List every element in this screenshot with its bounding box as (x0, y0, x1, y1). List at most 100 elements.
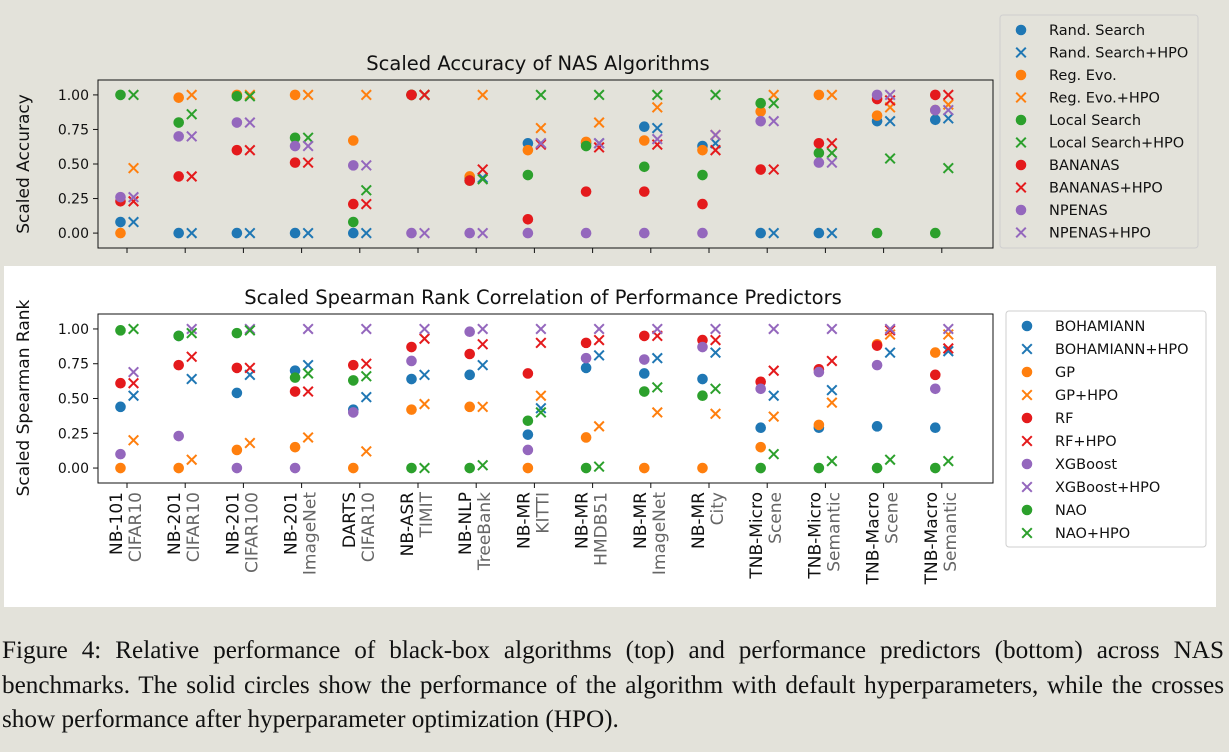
top-point-npenas (639, 227, 650, 239)
x-tick-label: NB-201 ImageNet (282, 492, 321, 575)
bottom-point-nao (348, 375, 359, 386)
top-point-bananas-hpo (360, 198, 372, 210)
bottom-point-rf-hpo (593, 334, 605, 346)
bottom-point-xgboost (406, 355, 417, 367)
top-point-local-search-hpo (186, 108, 198, 120)
bottom-point-gp-hpo (768, 411, 780, 423)
top-point-npenas (115, 191, 126, 203)
bottom-point-bohamiann-hpo (651, 352, 663, 364)
x-tick-label-dataset: HMDB51 (592, 492, 612, 566)
bottom-point-bohamiann (580, 362, 592, 374)
bottom-point-nao-hpo (826, 455, 838, 467)
bottom-point-rf (464, 348, 476, 360)
top-point-reg-evo-hpo (127, 162, 140, 174)
top-legend-marker (1015, 136, 1027, 149)
top-y-tick-label: 1.00 (58, 88, 89, 104)
top-point-rand-search-hpo (826, 227, 838, 239)
top-point-npenas (522, 227, 534, 239)
bottom-point-xgboost-hpo (418, 323, 431, 335)
bottom-point-gp-hpo (418, 398, 431, 410)
bottom-legend-frame (1005, 310, 1207, 548)
bottom-point-xgboost-hpo (535, 323, 547, 335)
bottom-point-xgboost-hpo (826, 323, 838, 335)
bottom-point-gp (231, 444, 243, 456)
top-point-local-search-hpo (884, 152, 896, 164)
bottom-point-bohamiann-hpo (127, 390, 140, 402)
top-point-rand-search-hpo (651, 122, 663, 134)
bottom-point-bohamiann-hpo (535, 402, 547, 414)
top-point-local-search-hpo (127, 89, 140, 101)
top-point-bananas (697, 198, 708, 210)
x-tick-label: DARTS CIFAR10 (340, 492, 379, 562)
top-legend-marker (1015, 181, 1027, 194)
bottom-point-bohamiann (639, 368, 650, 379)
top-point-npenas-hpo (244, 117, 256, 129)
bottom-point-xgboost-hpo (651, 323, 663, 335)
bottom-point-rf (348, 359, 359, 371)
bottom-legend-marker (1021, 412, 1033, 424)
bottom-point-bohamiann (464, 369, 476, 381)
bottom-point-rf (231, 362, 243, 374)
bottom-point-gp (522, 462, 534, 474)
top-legend-marker (1015, 159, 1027, 171)
top-point-bananas (173, 171, 184, 182)
top-y-tick-label: 0.50 (58, 157, 89, 173)
x-tick-label: NB-NLP TreeBank (456, 492, 495, 571)
x-tick-label-benchmark: TNB-Macro (922, 492, 942, 585)
top-point-reg-evo- (639, 135, 650, 146)
top-point-local-search (755, 97, 766, 109)
bottom-chart-legend: BOHAMIANN BOHAMIANN+HPO GP GP+HPO RF RF+HPO XG… (1005, 310, 1207, 548)
top-legend-label: NPENAS+HPO (1049, 226, 1151, 242)
top-point-local-search (348, 216, 359, 228)
bottom-point-rf-hpo (127, 377, 140, 389)
bottom-chart-marks (115, 323, 954, 474)
bottom-point-nao (406, 462, 417, 474)
top-chart-title: Scaled Accuracy of NAS Algorithms (366, 52, 709, 75)
top-point-local-search (115, 89, 126, 101)
top-point-npenas-hpo (826, 157, 838, 169)
bottom-point-nao-hpo (593, 461, 605, 473)
bottom-legend-marker (1021, 320, 1033, 332)
bottom-chart: Scaled Spearman Rank Correlation of Perf… (14, 286, 1207, 585)
top-point-reg-evo- (289, 89, 301, 101)
top-point-npenas (697, 227, 708, 239)
top-point-local-search-hpo (477, 173, 489, 185)
bottom-legend-label: RF (1055, 411, 1073, 427)
x-tick-label-benchmark: NB-MR (573, 492, 593, 549)
bottom-point-nao-hpo (244, 324, 256, 336)
x-tick-label-benchmark: NB-MR (514, 492, 534, 549)
bottom-legend-label: NAO (1055, 503, 1087, 519)
figure-caption: Figure 4: Relative performance of black-… (2, 637, 1224, 733)
bottom-point-nao-hpo (651, 381, 663, 393)
x-tick-label: TNB-Micro Scene (747, 492, 786, 580)
top-point-npenas (464, 227, 476, 239)
x-tick-label-benchmark: DARTS (340, 492, 360, 548)
x-tick-label-benchmark: NB-201 (223, 492, 243, 555)
bottom-point-xgboost (173, 430, 184, 442)
top-point-bananas-hpo (418, 89, 431, 101)
figure: Scaled Accuracy of NAS Algorithms Scaled… (4, 14, 1216, 607)
bottom-point-rf (930, 369, 941, 381)
top-point-bananas-hpo (942, 89, 954, 101)
top-point-bananas-hpo (826, 137, 838, 149)
top-point-local-search-hpo (302, 132, 314, 144)
bottom-point-nao-hpo (302, 367, 314, 379)
bottom-point-nao-hpo (535, 406, 547, 418)
bottom-point-gp-hpo (127, 434, 140, 446)
top-legend-label: BANANAS+HPO (1049, 181, 1163, 197)
top-y-tick-label: 0.00 (58, 226, 89, 242)
bottom-point-xgboost (813, 366, 825, 378)
bottom-point-rf-hpo (360, 358, 372, 370)
bottom-point-bohamiann-hpo (884, 347, 896, 359)
bottom-point-bohamiann (231, 387, 243, 399)
top-point-local-search-hpo (768, 97, 780, 109)
bottom-legend-label: XGBoost (1055, 457, 1117, 473)
top-point-rand-search (813, 227, 825, 239)
bottom-point-xgboost (580, 352, 592, 364)
x-tick-label-benchmark: NB-101 (107, 492, 127, 555)
bottom-point-bohamiann (755, 422, 766, 434)
x-tick-label-benchmark: NB-MR (689, 492, 709, 549)
x-tick-label-dataset: Semantic (824, 492, 844, 572)
bottom-point-rf-hpo (535, 337, 547, 349)
bottom-point-rf-hpo (302, 386, 314, 398)
